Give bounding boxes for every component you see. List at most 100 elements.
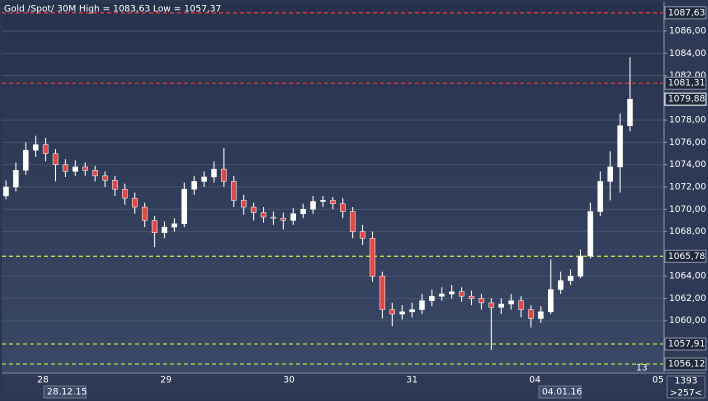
price-axis (664, 2, 706, 372)
candle-body (518, 300, 524, 310)
candle-body (231, 181, 237, 201)
candle-body (161, 226, 168, 233)
x-tick-label: 30 (283, 376, 295, 386)
x-tick-label: 31 (406, 376, 417, 386)
candle-body (72, 166, 79, 172)
candle-body (439, 293, 445, 297)
candle-body (429, 295, 435, 301)
candle-body (389, 309, 396, 315)
candle-body (122, 188, 128, 199)
y-tick-label: 1082,00 (669, 71, 706, 81)
candle-body (13, 170, 19, 188)
candle-body (488, 302, 495, 308)
candle-body (617, 125, 623, 168)
level-box (664, 6, 707, 20)
candle-body (310, 201, 316, 210)
level-label: 1087,63 (668, 8, 705, 18)
candle-body (419, 300, 425, 310)
status-box (666, 375, 706, 399)
candle-body (330, 200, 336, 204)
candle-body (23, 149, 29, 171)
candle-body (112, 180, 118, 190)
count-label: 1393 (675, 377, 698, 387)
candle-body (211, 168, 217, 178)
level-box (664, 76, 707, 90)
candle-body (42, 144, 49, 154)
candle-body (498, 303, 504, 308)
candle-body (132, 197, 138, 208)
date-box (538, 385, 582, 399)
candle-body (448, 291, 455, 295)
chart-title: Gold /Spot/ 30M High = 1083,63 Low = 105… (4, 5, 221, 15)
candle-body (280, 217, 287, 221)
candle-body (3, 186, 9, 197)
candle-body (52, 153, 59, 165)
candle-body (102, 175, 108, 181)
y-tick-label: 1078,00 (669, 116, 706, 126)
candle-body (369, 238, 376, 277)
y-tick-label: 1074,00 (669, 160, 706, 170)
candle-body (201, 176, 207, 182)
level-box (664, 337, 707, 351)
level-label: 1081,31 (668, 79, 705, 89)
candle-body (240, 200, 247, 208)
level-box (664, 249, 707, 263)
x-tick-label: 29 (160, 376, 172, 386)
x-tick-label: 28 (37, 376, 49, 386)
candle-body (300, 209, 306, 214)
marker-label: 13 (636, 364, 647, 374)
candle-body (567, 275, 574, 281)
candle-body (151, 220, 158, 233)
candle-body (548, 289, 554, 313)
candle-body (340, 203, 346, 212)
y-tick-label: 1084,00 (669, 49, 706, 59)
candle-body (62, 164, 69, 172)
level-label: 1057,91 (668, 340, 705, 350)
candle-body (191, 181, 197, 190)
candle-body (557, 280, 564, 290)
candle-body (409, 309, 415, 313)
candle-body (171, 223, 178, 228)
zoom-label: >257< (670, 389, 702, 399)
candle-body (468, 295, 475, 299)
candle-body (349, 211, 356, 232)
y-tick-label: 1072,00 (669, 183, 706, 193)
x-tick-label: 05 (652, 376, 663, 386)
candle-body (508, 300, 514, 305)
candle-body (597, 181, 604, 212)
candle-body (577, 255, 584, 277)
candle-body (528, 309, 534, 319)
candle-body (92, 170, 98, 177)
candle-body (478, 298, 485, 304)
candle-body (587, 211, 594, 257)
candle-body (538, 311, 544, 319)
candle-body (260, 212, 267, 218)
date-label: 28.12.15 (47, 388, 87, 398)
candle-body (458, 291, 465, 297)
level-label: 1056,12 (668, 359, 705, 369)
y-tick-label: 1070,00 (669, 205, 706, 215)
y-tick-label: 1086,00 (669, 26, 706, 36)
candle-body (181, 188, 188, 225)
candle-body (270, 216, 277, 219)
date-label: 04.01.16 (542, 388, 582, 398)
last-price-label: 1079,88 (668, 95, 705, 105)
candle-body (82, 166, 88, 171)
candle-body (359, 231, 366, 239)
candle-body (32, 144, 39, 151)
candle-body (379, 275, 386, 310)
candle-body (221, 168, 227, 182)
y-tick-label: 1068,00 (669, 227, 706, 237)
candle-body (320, 200, 326, 202)
candle-body (607, 166, 613, 182)
level-label: 1065,78 (668, 252, 705, 262)
y-tick-label: 1076,00 (669, 138, 706, 148)
candle-body (250, 206, 257, 213)
level-box (664, 357, 707, 371)
candle-body (141, 206, 148, 221)
y-tick-label: 1060,00 (669, 316, 706, 326)
date-box (43, 385, 87, 399)
candle-body (290, 213, 296, 221)
